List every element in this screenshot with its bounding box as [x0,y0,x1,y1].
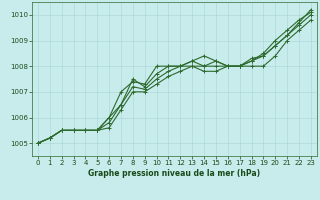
X-axis label: Graphe pression niveau de la mer (hPa): Graphe pression niveau de la mer (hPa) [88,169,260,178]
